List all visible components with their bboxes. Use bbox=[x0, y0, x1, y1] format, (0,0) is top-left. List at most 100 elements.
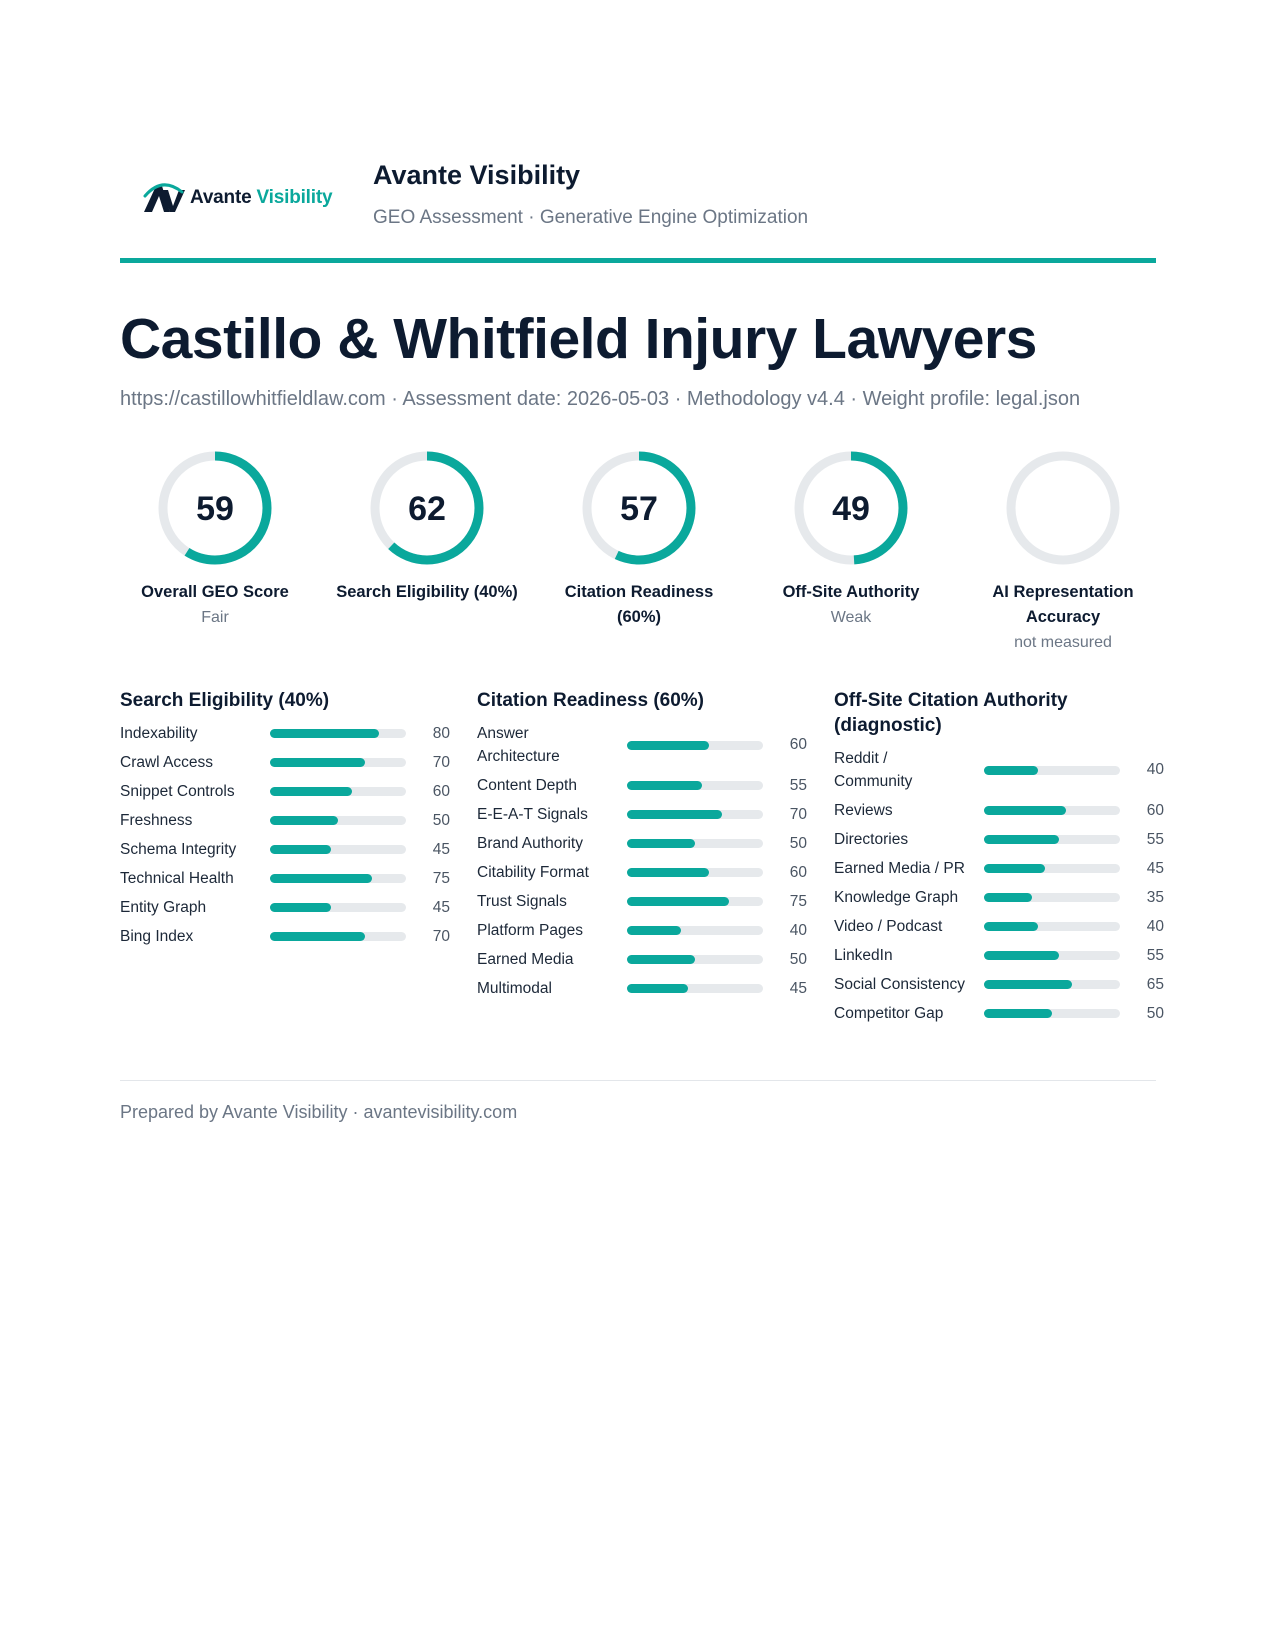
metric-value: 40 bbox=[1146, 917, 1164, 935]
gauge-fill bbox=[582, 451, 696, 565]
gauge-2: 62 Search Eligibility (40%) bbox=[327, 448, 527, 605]
metric-bar-fill bbox=[270, 874, 372, 883]
metric-value: 45 bbox=[432, 898, 450, 916]
metric-bar-fill bbox=[270, 932, 366, 941]
metric-bar bbox=[984, 765, 1120, 775]
footer-text: Prepared by Avante Visibility · avantevi… bbox=[120, 1102, 518, 1122]
metric-bar bbox=[984, 806, 1120, 815]
gauge-fill bbox=[370, 451, 484, 565]
metric-bar bbox=[270, 729, 406, 738]
section-citation-readiness: Citation Readiness (60%) Answer Architect… bbox=[477, 688, 807, 1003]
gauge-value: 49 bbox=[832, 490, 870, 528]
metric-name: Indexability bbox=[120, 725, 198, 742]
metric-value: 40 bbox=[1146, 761, 1164, 778]
metric-bar-fill bbox=[984, 922, 1039, 931]
metric-value: 55 bbox=[1146, 830, 1164, 848]
metric-row: LinkedIn 55 bbox=[834, 941, 1164, 970]
gauge-3: 57 Citation Readiness (60%) bbox=[539, 448, 739, 630]
metric-bar-fill bbox=[627, 897, 729, 906]
metric-bar bbox=[627, 839, 763, 848]
metric-bar bbox=[270, 787, 406, 796]
score-gauges: 59 Overall GEO Score Fair 62 Search Eligibil… bbox=[120, 448, 1156, 658]
metric-name: E-E-A-T Signals bbox=[477, 806, 588, 823]
metric-bar bbox=[270, 932, 406, 941]
brand-logo: Avante Visibility bbox=[140, 180, 333, 216]
metric-bar-fill bbox=[270, 787, 352, 796]
metric-bar bbox=[270, 903, 406, 912]
metric-bar bbox=[984, 951, 1120, 960]
metric-row: Brand Authority 50 bbox=[477, 829, 807, 858]
metric-name: Reddit / Community bbox=[834, 750, 913, 790]
metric-value: 75 bbox=[789, 892, 807, 910]
metric-value: 80 bbox=[432, 724, 450, 742]
metric-name: Answer Architecture bbox=[477, 725, 560, 765]
metric-value: 50 bbox=[789, 950, 807, 968]
brand-subtitle: GEO Assessment · Generative Engine Optim… bbox=[373, 207, 809, 228]
metric-bar bbox=[270, 874, 406, 883]
gauge-label: AI Representation Accuracy bbox=[992, 583, 1134, 626]
metric-name: Video / Podcast bbox=[834, 918, 943, 935]
metric-name: Citability Format bbox=[477, 864, 589, 881]
gauge-label: Overall GEO Score bbox=[141, 583, 289, 601]
gauge-fill bbox=[794, 451, 908, 565]
metric-bar bbox=[270, 816, 406, 825]
header-divider bbox=[120, 258, 1156, 263]
metric-bar-fill bbox=[627, 955, 695, 964]
metric-name: Trust Signals bbox=[477, 893, 567, 910]
metric-bar-fill bbox=[984, 893, 1032, 902]
gauge-label: Search Eligibility (40%) bbox=[336, 583, 518, 601]
gauge-5: AI Representation Accuracy not measured bbox=[963, 448, 1163, 655]
metric-value: 70 bbox=[789, 805, 807, 823]
metric-name: Social Consistency bbox=[834, 976, 965, 993]
metric-value: 60 bbox=[1146, 801, 1164, 819]
metric-row: Multimodal 45 bbox=[477, 974, 807, 1003]
metric-name: Crawl Access bbox=[120, 754, 214, 771]
metric-bar bbox=[984, 835, 1120, 844]
metric-name: Brand Authority bbox=[477, 835, 583, 852]
metric-bar bbox=[270, 845, 406, 854]
metric-row: Content Depth 55 bbox=[477, 771, 807, 800]
metric-bar bbox=[627, 926, 763, 935]
metric-name: Freshness bbox=[120, 812, 193, 829]
logo-wordmark: Avante Visibility bbox=[190, 187, 333, 209]
brand-name: Avante Visibility bbox=[373, 160, 581, 190]
metric-row: Citability Format 60 bbox=[477, 858, 807, 887]
logo-word-avante: Avante bbox=[190, 187, 252, 208]
metric-row: Reviews 60 bbox=[834, 796, 1164, 825]
metric-name: Directories bbox=[834, 831, 909, 848]
metric-row: Directories 55 bbox=[834, 825, 1164, 854]
metric-bar-fill bbox=[270, 758, 366, 767]
metric-name: Earned Media / PR bbox=[834, 860, 965, 877]
gauge-1: 59 Overall GEO Score Fair bbox=[115, 448, 315, 630]
metric-bar-fill bbox=[984, 980, 1073, 989]
section-offsite-authority: Off-Site Citation Authority (diagnostic)… bbox=[834, 688, 1164, 1028]
metric-bar bbox=[984, 864, 1120, 873]
metric-row: Bing Index 70 bbox=[120, 922, 450, 951]
gauge-value: 59 bbox=[196, 490, 234, 528]
metric-row: Snippet Controls 60 bbox=[120, 777, 450, 806]
metric-name: Earned Media bbox=[477, 951, 574, 968]
metric-name: Knowledge Graph bbox=[834, 889, 959, 906]
gauge-ring: 59 bbox=[158, 451, 272, 565]
gauge-4: 49 Off-Site Authority Weak bbox=[751, 448, 951, 630]
gauge-fill bbox=[158, 451, 272, 565]
metric-bar-fill bbox=[627, 926, 682, 935]
metric-bar-fill bbox=[627, 839, 695, 848]
metric-bar-fill bbox=[270, 816, 338, 825]
metric-row: Indexability 80 bbox=[120, 719, 450, 748]
gauge-label: Citation Readiness (60%) bbox=[564, 583, 714, 626]
metric-row: Entity Graph 45 bbox=[120, 893, 450, 922]
metric-bar-fill bbox=[627, 810, 723, 819]
metric-bar-fill bbox=[984, 835, 1059, 844]
metric-bar-fill bbox=[984, 951, 1059, 960]
metric-value: 45 bbox=[789, 979, 807, 997]
metric-value: 65 bbox=[1146, 975, 1164, 993]
metric-row: Competitor Gap 50 bbox=[834, 999, 1164, 1028]
section-title: Off-Site Citation Authority (diagnostic) bbox=[834, 690, 1068, 736]
metric-name: Technical Health bbox=[120, 870, 234, 887]
metric-name: Entity Graph bbox=[120, 899, 207, 916]
metric-row: Crawl Access 70 bbox=[120, 748, 450, 777]
metric-name: Content Depth bbox=[477, 777, 577, 794]
metric-value: 75 bbox=[432, 869, 450, 887]
metric-value: 50 bbox=[1146, 1004, 1164, 1022]
